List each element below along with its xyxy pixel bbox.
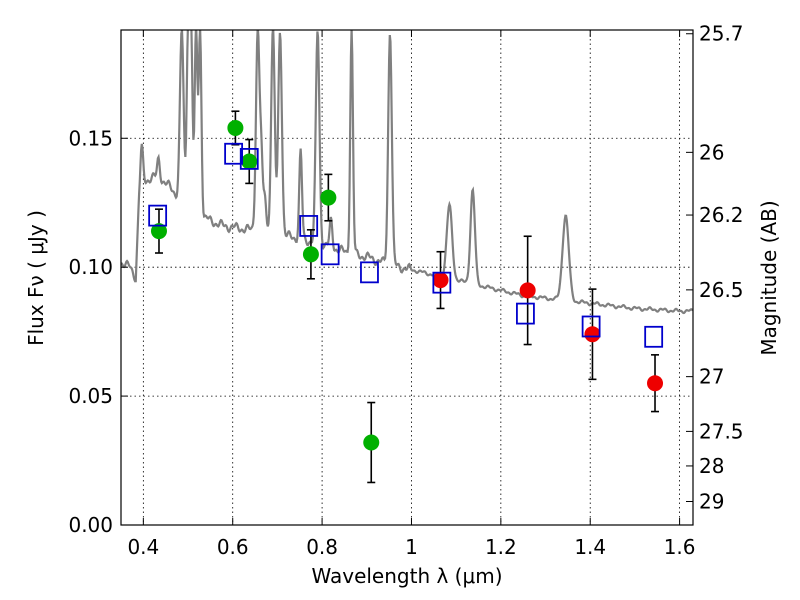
x-tick-label: 1.2: [485, 535, 517, 559]
model-flux-square: [224, 142, 244, 165]
mag-tick-label: 26.5: [699, 278, 744, 302]
x-axis-title: Wavelength λ (μm): [311, 564, 502, 588]
red-data-point: [432, 272, 449, 289]
y-axis-title-right: Magnitude (AB): [757, 200, 781, 355]
model-flux-square: [320, 243, 340, 266]
mag-tick-label: 27.5: [699, 419, 744, 443]
red-data-point: [584, 326, 601, 343]
model-flux-square: [644, 325, 664, 348]
green-data-point: [241, 153, 258, 170]
x-tick-label: 1: [405, 535, 418, 559]
model-flux-square: [432, 271, 452, 294]
mag-tick-label: 29: [699, 489, 724, 513]
y-axis-title-left: Flux Fν ( μJy ): [24, 210, 48, 346]
model-flux-square: [299, 215, 319, 237]
plot-frame: [120, 29, 694, 526]
model-spectrum: [121, 30, 693, 315]
model-flux-square: [516, 302, 535, 325]
y-tick-label: 0.10: [68, 255, 113, 279]
x-tick-label: 1.6: [664, 535, 696, 559]
green-data-point: [302, 246, 319, 263]
x-tick-label: 0.4: [127, 535, 159, 559]
red-data-point: [647, 375, 664, 392]
green-data-point: [320, 189, 337, 206]
grid: [121, 30, 693, 525]
x-tick-label: 0.6: [217, 535, 249, 559]
x-tick-label: 1.4: [574, 535, 606, 559]
y-tick-label: 0.00: [68, 513, 113, 537]
green-data-point: [363, 434, 380, 451]
data-markers: [148, 110, 664, 484]
model-flux-square: [239, 148, 259, 170]
mag-tick-label: 26: [699, 140, 724, 164]
axis-ticks: 0.4 0.6 0.8 1 1.2 1.4 1.6 0.00 0.05 0.10 0.15 25.7 2…: [68, 22, 743, 559]
model-flux-square: [148, 204, 168, 227]
y-tick-label: 0.05: [68, 384, 113, 408]
green-data-point: [227, 119, 244, 136]
mag-tick-label: 26.2: [699, 203, 744, 227]
mag-tick-label: 25.7: [699, 22, 744, 46]
model-flux-square: [360, 261, 379, 284]
red-data-point: [519, 282, 536, 299]
spectrum-line: [121, 30, 693, 315]
x-tick-label: 0.8: [306, 535, 338, 559]
model-flux-square: [581, 315, 601, 338]
mag-tick-label: 28: [699, 454, 724, 478]
green-data-point: [150, 223, 167, 240]
mag-tick-label: 27: [699, 365, 724, 389]
y-tick-label: 0.15: [68, 126, 113, 150]
